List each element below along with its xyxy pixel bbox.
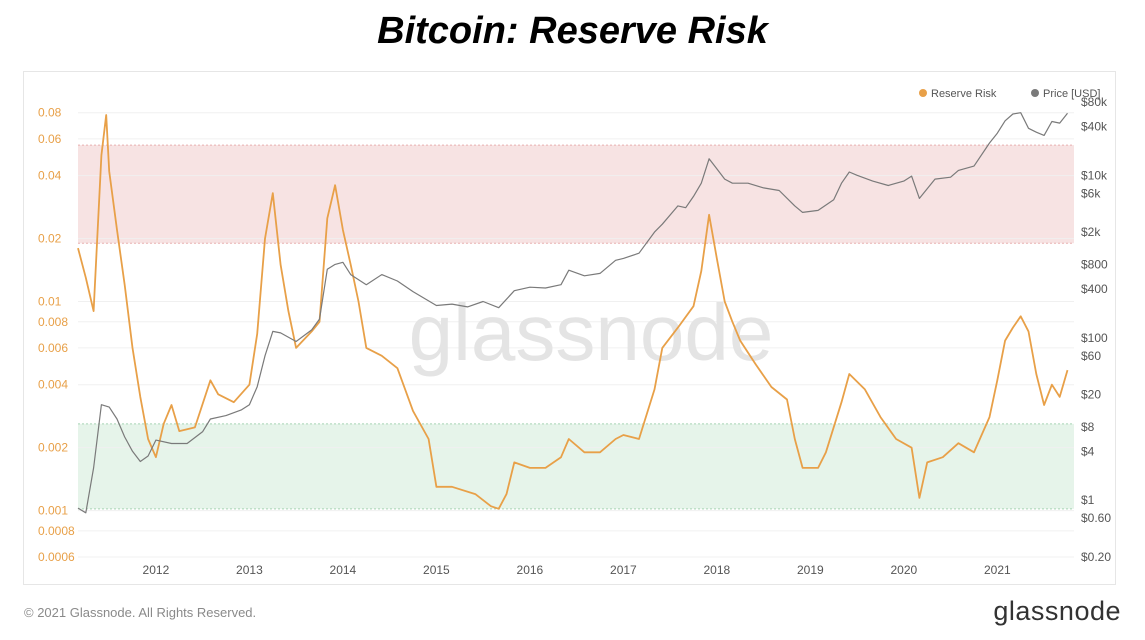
left-tick-label: 0.0008 <box>38 524 75 538</box>
right-tick-label: $80k <box>1081 95 1108 109</box>
x-axis-ticks: 2012 2013 2014 2015 2016 2017 2018 2019 2020 2021 <box>143 563 1011 577</box>
right-tick-label: $800 <box>1081 257 1108 271</box>
right-tick-label: $10k <box>1081 168 1108 182</box>
right-axis-ticks: $80k $40k $10k $6k $2k $800 $400 $100 $60 $20 $8 $4… <box>1081 95 1111 564</box>
right-tick-label: $2k <box>1081 225 1101 239</box>
left-tick-label: 0.02 <box>38 232 62 246</box>
x-tick-label: 2015 <box>423 563 450 577</box>
x-tick-label: 2012 <box>143 563 170 577</box>
right-tick-label: $100 <box>1081 331 1108 345</box>
right-tick-label: $4 <box>1081 444 1095 458</box>
legend-swatch-reserve-risk <box>919 89 927 97</box>
bands-layer <box>78 144 1074 510</box>
x-tick-label: 2014 <box>330 563 357 577</box>
left-tick-label: 0.01 <box>38 295 62 309</box>
right-tick-label: $1 <box>1081 493 1095 507</box>
left-tick-label: 0.06 <box>38 132 62 146</box>
band-high-risk <box>78 145 1074 244</box>
watermark: glassnode <box>409 288 774 377</box>
x-tick-label: 2016 <box>517 563 544 577</box>
right-tick-label: $6k <box>1081 186 1101 200</box>
series-layer <box>77 112 1069 514</box>
left-axis-ticks: 0.08 0.06 0.04 0.02 0.01 0.008 0.006 0.004 0.002… <box>38 106 75 564</box>
page-title: Bitcoin: Reserve Risk <box>377 10 768 52</box>
legend-label-reserve-risk[interactable]: Reserve Risk <box>931 88 997 100</box>
right-tick-label: $60 <box>1081 349 1101 363</box>
left-tick-label: 0.006 <box>38 341 68 355</box>
left-tick-label: 0.001 <box>38 504 68 518</box>
x-tick-label: 2013 <box>236 563 263 577</box>
legend-label-price[interactable]: Price [USD] <box>1043 88 1100 100</box>
left-tick-label: 0.002 <box>38 441 68 455</box>
footer-copyright: © 2021 Glassnode. All Rights Reserved. <box>24 605 257 620</box>
right-tick-label: $20 <box>1081 388 1101 402</box>
left-tick-label: 0.008 <box>38 315 68 329</box>
legend-swatch-price <box>1031 89 1039 97</box>
band-low-risk <box>78 423 1074 509</box>
x-tick-label: 2017 <box>610 563 637 577</box>
x-tick-label: 2018 <box>704 563 731 577</box>
series-line-price <box>77 112 1068 514</box>
grid-layer <box>78 112 1074 558</box>
right-tick-label: $400 <box>1081 282 1108 296</box>
left-tick-label: 0.0006 <box>38 550 75 564</box>
legend: Reserve Risk Price [USD] <box>919 88 1100 100</box>
right-tick-label: $8 <box>1081 420 1095 434</box>
left-tick-label: 0.08 <box>38 106 62 120</box>
right-tick-label: $0.60 <box>1081 511 1111 525</box>
right-tick-label: $0.20 <box>1081 550 1111 564</box>
x-tick-label: 2019 <box>797 563 824 577</box>
left-tick-label: 0.04 <box>38 169 62 183</box>
footer-logo: glassnode <box>993 596 1121 626</box>
chart-svg: glassnode 0.08 0.06 0.04 0.02 0.01 0.008 0.006… <box>38 88 1111 577</box>
left-tick-label: 0.004 <box>38 378 68 392</box>
chart-frame: glassnode 0.08 0.06 0.04 0.02 0.01 0.008 0.006… <box>23 71 1116 585</box>
series-line-reserve-risk <box>77 114 1069 510</box>
x-tick-label: 2020 <box>890 563 917 577</box>
right-tick-label: $40k <box>1081 119 1108 133</box>
x-tick-label: 2021 <box>984 563 1011 577</box>
